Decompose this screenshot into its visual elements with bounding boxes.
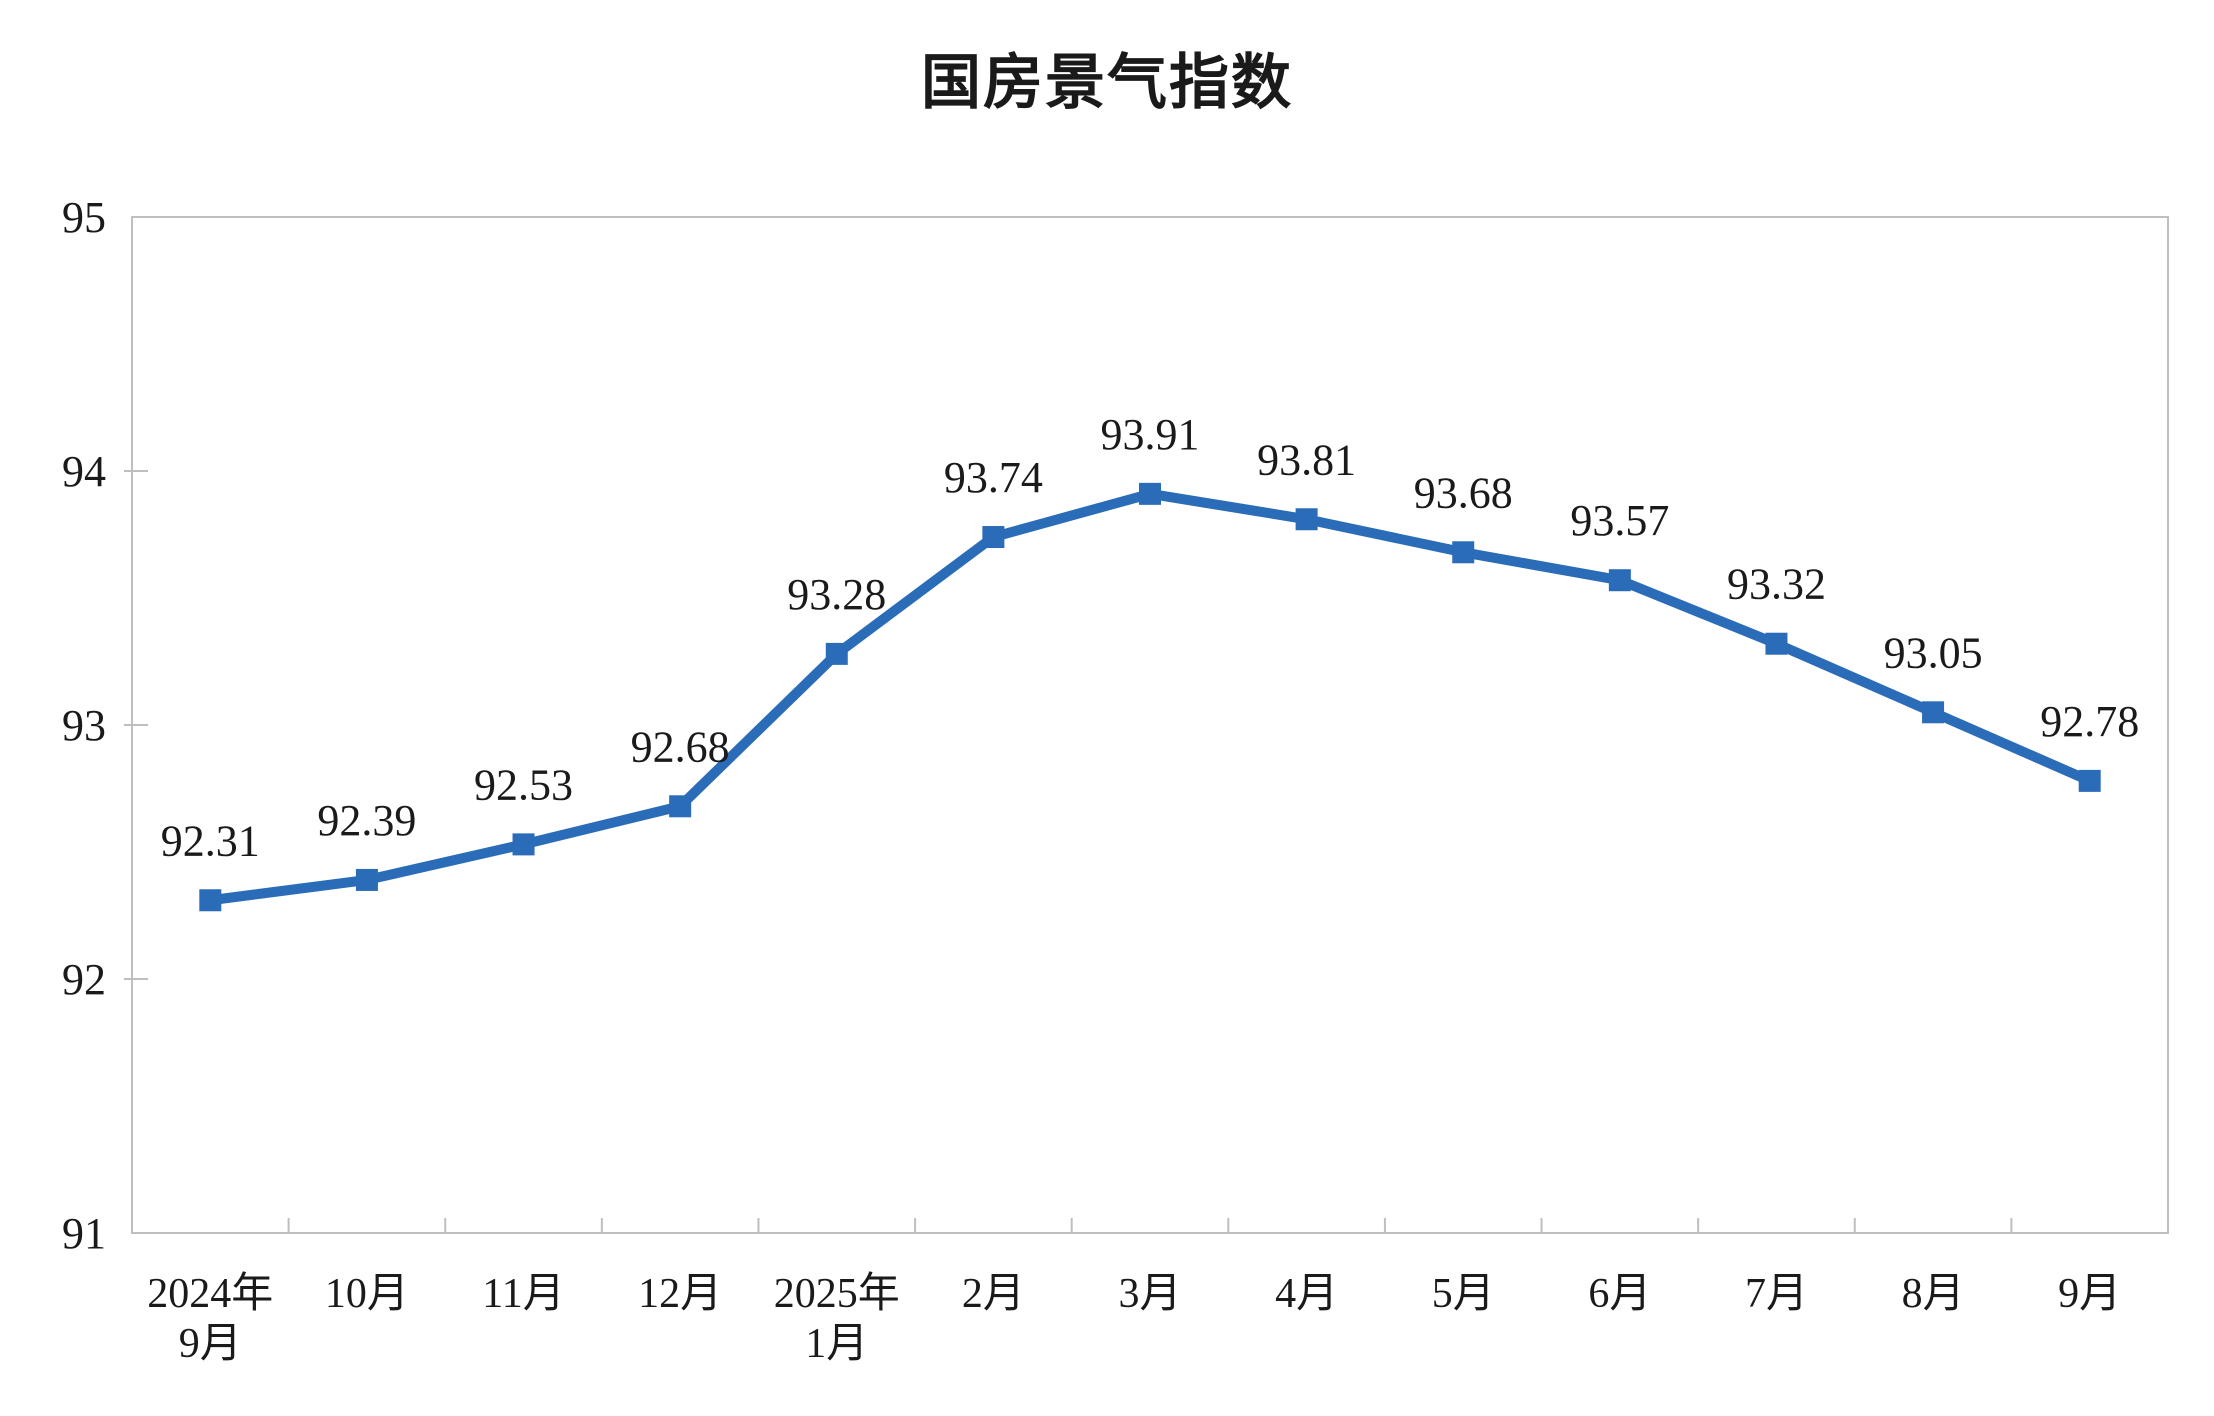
x-axis-category-label: 4月 bbox=[1275, 1271, 1338, 1317]
x-axis-category-label: 12月 bbox=[638, 1271, 722, 1317]
y-axis-tick-label: 93 bbox=[62, 701, 106, 750]
x-axis-category-label: 9月 bbox=[179, 1321, 242, 1367]
data-point-marker bbox=[669, 795, 692, 818]
series-line bbox=[205, 488, 2095, 906]
data-point-marker bbox=[512, 833, 535, 856]
data-point-label: 93.68 bbox=[1414, 468, 1513, 517]
data-point-label: 92.31 bbox=[161, 816, 260, 865]
data-point-marker bbox=[1452, 541, 1475, 564]
x-axis-category-label: 1月 bbox=[805, 1321, 868, 1367]
data-point-marker bbox=[1139, 482, 1161, 505]
data-point-label: 92.78 bbox=[2040, 697, 2139, 746]
x-axis-category-label: 2025年 bbox=[774, 1270, 900, 1317]
x-axis-category-label: 7月 bbox=[1745, 1271, 1808, 1317]
data-point-marker bbox=[1765, 632, 1788, 655]
data-point-label: 92.39 bbox=[317, 796, 416, 845]
x-axis-category-label: 9月 bbox=[2058, 1271, 2121, 1317]
data-point-marker bbox=[2078, 769, 2101, 792]
data-point-label: 92.53 bbox=[474, 760, 573, 809]
x-axis-category-label: 6月 bbox=[1588, 1271, 1651, 1317]
x-axis-category-label: 3月 bbox=[1118, 1271, 1181, 1317]
y-axis-tick-label: 91 bbox=[62, 1209, 106, 1258]
data-point-label: 92.68 bbox=[631, 722, 730, 771]
x-axis-category-label: 11月 bbox=[482, 1271, 564, 1317]
chart-title: 国房景气指数 bbox=[921, 50, 1293, 116]
data-point-label: 93.32 bbox=[1727, 560, 1826, 609]
plot-area-border bbox=[131, 216, 2169, 1234]
data-point-marker bbox=[982, 526, 1005, 549]
data-point-label: 93.57 bbox=[1570, 496, 1669, 545]
data-point-marker bbox=[1922, 701, 1945, 724]
x-axis-category-label: 5月 bbox=[1432, 1271, 1495, 1317]
x-axis-category-label: 10月 bbox=[325, 1271, 409, 1317]
y-axis-tick-label: 94 bbox=[62, 447, 106, 496]
x-axis-category-label: 8月 bbox=[1902, 1271, 1965, 1317]
data-point-label: 93.28 bbox=[787, 570, 886, 619]
data-point-label: 93.05 bbox=[1884, 628, 1983, 677]
data-point-label: 93.74 bbox=[944, 453, 1043, 502]
data-point-marker bbox=[825, 642, 848, 665]
data-point-label: 93.81 bbox=[1257, 435, 1356, 484]
data-point-marker bbox=[199, 889, 222, 912]
y-axis-tick-label: 95 bbox=[62, 193, 106, 242]
data-point-marker bbox=[355, 868, 378, 891]
data-point-label: 93.91 bbox=[1101, 410, 1200, 459]
x-axis-category-label: 2024年 bbox=[147, 1270, 273, 1317]
data-point-marker bbox=[1295, 508, 1318, 531]
data-point-marker bbox=[1608, 569, 1631, 592]
y-axis-tick-label: 92 bbox=[62, 955, 106, 1004]
x-axis-category-label: 2月 bbox=[962, 1271, 1025, 1317]
